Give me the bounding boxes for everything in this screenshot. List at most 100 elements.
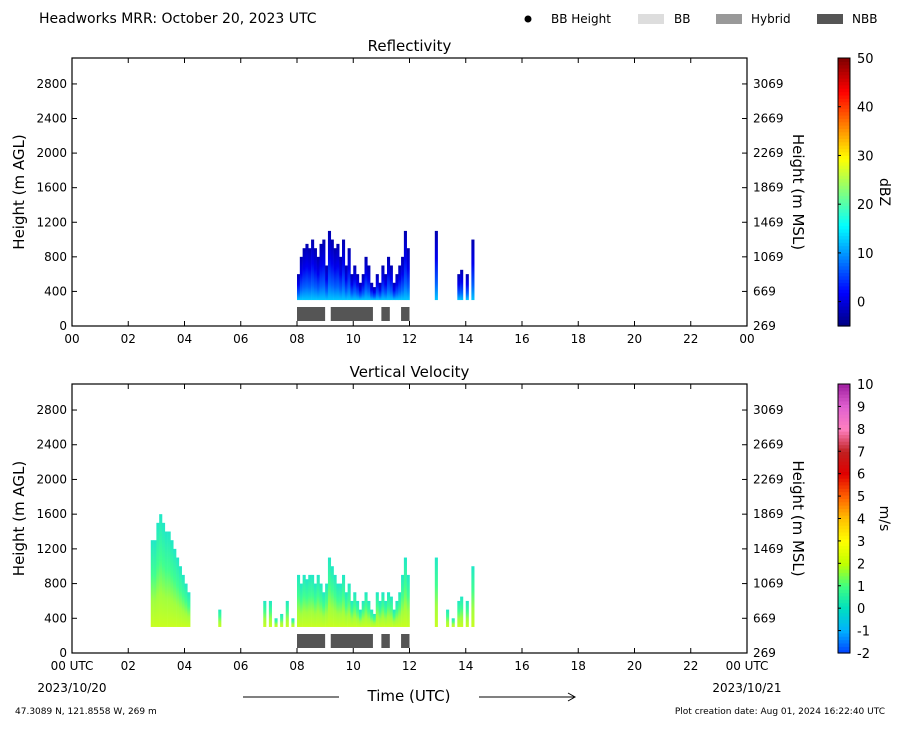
data-column (299, 256, 303, 301)
colorbar-segment (838, 616, 850, 620)
data-column (403, 230, 407, 301)
y-tick-label: 800 (44, 577, 67, 591)
colorbar-segment (838, 568, 850, 573)
y-tick-label-right: 269 (753, 646, 776, 660)
y-tick-label-right: 669 (753, 284, 776, 298)
colorbar-segment (838, 642, 850, 647)
x-tick-label: 12 (402, 332, 417, 346)
colorbar-segment (838, 205, 850, 210)
data-column (302, 574, 306, 627)
colorbar-tick-label: 4 (857, 513, 865, 528)
colorbar-segment (838, 441, 850, 446)
data-column (356, 274, 360, 301)
colorbar-segment (838, 390, 850, 395)
colorbar-segment (838, 437, 850, 442)
data-column (364, 256, 368, 301)
data-column (367, 600, 371, 627)
x-tick-label: 18 (571, 332, 586, 346)
data-column (358, 609, 362, 627)
colorbar-segment (838, 602, 850, 607)
colorbar-segment (838, 81, 850, 86)
x-tick-label: 00 (739, 332, 754, 346)
x-tick-label: 00 (64, 332, 79, 346)
data-column (330, 566, 334, 627)
colorbar-segment (838, 111, 850, 116)
colorbar-segment (838, 295, 850, 300)
data-column (322, 592, 326, 627)
legend-marker-bb-height (524, 15, 532, 23)
colorbar-segment (838, 165, 850, 170)
colorbar-segment (838, 397, 850, 402)
colorbar-segment (838, 579, 850, 583)
data-column (339, 583, 343, 627)
data-column (398, 592, 402, 627)
data-column (268, 600, 272, 627)
legend-label-bb-height: BB Height (551, 12, 611, 26)
x-tick-label: 22 (683, 332, 698, 346)
colorbar-segment (838, 518, 850, 523)
colorbar-segment (838, 322, 850, 327)
data-column (356, 600, 360, 627)
colorbar-tick-label: 6 (857, 468, 865, 483)
data-column (342, 574, 346, 627)
colorbar-tick-label: 5 (857, 490, 865, 505)
colorbar-tick-label: 50 (857, 52, 874, 67)
data-column (218, 609, 222, 627)
colorbar-tick-label: 0 (857, 296, 865, 311)
colorbar-segment (838, 158, 850, 163)
colorbar-segment (838, 128, 850, 133)
data-column (361, 600, 365, 627)
x-tick-label: 20 (627, 659, 642, 673)
data-column (350, 600, 354, 627)
figure-title: Headworks MRR: October 20, 2023 UTC (39, 11, 317, 27)
data-column (336, 583, 340, 627)
colorbar-segment (838, 108, 850, 113)
colorbar-segment (838, 646, 850, 651)
data-column (406, 248, 410, 301)
colorbar-segment (838, 242, 850, 247)
y-tick-label: 1200 (36, 542, 67, 556)
colorbar-segment (838, 61, 850, 66)
colorbar-segment (838, 289, 850, 294)
data-column (460, 596, 464, 627)
y-tick-label-right: 1069 (753, 577, 784, 591)
colorbar-segment (838, 515, 850, 520)
colorbar-segment (838, 599, 850, 604)
data-column (387, 592, 391, 627)
data-column (446, 609, 450, 627)
colorbar-segment (838, 612, 850, 617)
qc-bar-segment (401, 307, 410, 321)
data-column (291, 618, 295, 627)
data-column (274, 618, 278, 627)
data-column (451, 618, 455, 627)
creation-date: Plot creation date: Aug 01, 2024 16:22:4… (675, 707, 885, 717)
data-column (395, 600, 399, 627)
qc-bar-segment (297, 634, 326, 648)
data-column (434, 230, 438, 301)
y-tick-label: 2800 (36, 403, 67, 417)
data-column (465, 600, 469, 627)
colorbar-segment (838, 562, 850, 567)
y-tick-label-right: 2669 (753, 438, 784, 452)
data-column (353, 265, 357, 301)
colorbar-segment (838, 238, 850, 243)
colorbar-segment (838, 444, 850, 449)
header-legend: BB Height BB Hybrid NBB (524, 12, 877, 26)
y-tick-label-right: 1869 (753, 507, 784, 521)
colorbar-segment (838, 235, 850, 240)
x-tick-label: 14 (458, 659, 473, 673)
x-tick-label: 04 (177, 659, 192, 673)
data-column (389, 596, 393, 627)
colorbar-label: dBZ (876, 178, 892, 206)
colorbar-segment (838, 319, 850, 324)
colorbar-tick-label: 10 (857, 378, 874, 393)
data-column (370, 282, 374, 301)
data-column (336, 243, 340, 301)
y-tick-label-right: 1869 (753, 181, 784, 195)
data-column (327, 557, 332, 627)
data-column (367, 265, 371, 301)
colorbar-tick-label: 40 (857, 101, 874, 116)
colorbar-segment (838, 175, 850, 180)
